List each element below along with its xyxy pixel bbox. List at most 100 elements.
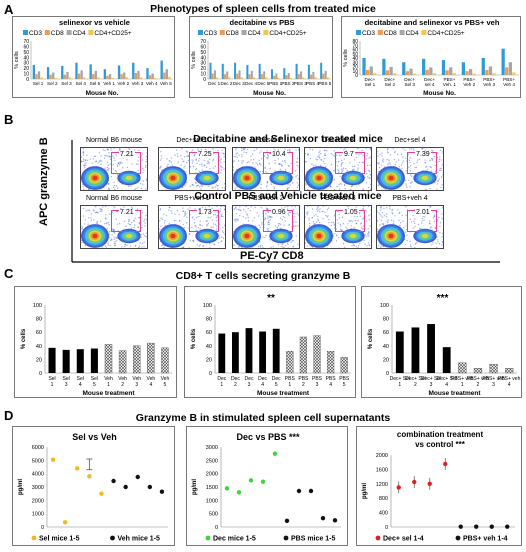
flow-density-contour bbox=[388, 176, 393, 180]
flow-event bbox=[159, 248, 160, 249]
flow-event bbox=[181, 148, 182, 149]
y-tick-label: 4000 bbox=[32, 472, 44, 478]
y-tick-label: 2500 bbox=[206, 458, 218, 464]
flow-event bbox=[142, 168, 143, 169]
flow-event bbox=[147, 208, 148, 209]
y-tick-label: 100 bbox=[380, 303, 389, 309]
flow-event bbox=[186, 182, 187, 183]
flow-event bbox=[109, 248, 110, 249]
flow-plot: 0.96 bbox=[232, 205, 300, 249]
y-tick-label: 0 bbox=[386, 371, 389, 377]
x-tick-label: 1 bbox=[107, 382, 110, 388]
flow-event bbox=[443, 181, 444, 182]
flow-event bbox=[167, 166, 168, 167]
significance-label: *** bbox=[437, 293, 449, 304]
flow-event bbox=[266, 207, 267, 208]
flow-event bbox=[145, 222, 146, 223]
flow-event bbox=[341, 248, 342, 249]
y-axis-label: pg/ml bbox=[192, 479, 198, 495]
flow-event bbox=[298, 185, 299, 186]
flow-event bbox=[443, 182, 444, 183]
flow-event bbox=[344, 185, 345, 186]
flow-event bbox=[297, 175, 298, 176]
bar-PBS 3 bbox=[314, 336, 321, 373]
flow-density-contour bbox=[350, 176, 357, 180]
flow-event bbox=[100, 160, 101, 161]
bar-Sel 3 bbox=[63, 350, 70, 373]
flow-plot-label: PBS+veh 2 bbox=[226, 195, 306, 202]
flow-event bbox=[83, 208, 84, 209]
flow-event bbox=[397, 154, 398, 155]
flow-event bbox=[213, 243, 214, 244]
legend-marker bbox=[32, 536, 37, 541]
flow-event bbox=[361, 150, 362, 151]
flow-event bbox=[176, 149, 177, 150]
flow-event bbox=[141, 188, 142, 189]
flow-event bbox=[104, 168, 105, 169]
flow-event bbox=[107, 155, 108, 156]
flow-event bbox=[105, 214, 106, 215]
bar-Veh 4 bbox=[147, 343, 154, 373]
flow-event bbox=[306, 245, 307, 246]
flow-event bbox=[111, 238, 112, 239]
flow-event bbox=[440, 187, 441, 188]
flow-event bbox=[169, 207, 170, 208]
data-point-Veh mice 1-5 bbox=[160, 489, 164, 493]
flow-event bbox=[164, 220, 165, 221]
flow-event bbox=[311, 163, 312, 164]
flow-event bbox=[182, 247, 183, 248]
flow-event bbox=[305, 161, 306, 162]
flow-event bbox=[363, 206, 364, 207]
flow-event bbox=[247, 149, 248, 150]
legend-marker bbox=[376, 536, 381, 541]
flow-event bbox=[146, 156, 147, 157]
flow-event bbox=[123, 207, 124, 208]
data-point-Veh mice 1-5 bbox=[148, 485, 152, 489]
y-tick-label: 500 bbox=[209, 512, 218, 518]
flow-event bbox=[250, 206, 251, 207]
flow-event bbox=[292, 182, 293, 183]
x-tick-label: 2 bbox=[234, 382, 237, 388]
flow-event bbox=[160, 226, 161, 227]
flow-event bbox=[114, 238, 115, 239]
flow-event bbox=[223, 168, 224, 169]
data-point-Sel mice 1-5 bbox=[63, 520, 67, 524]
flow-event bbox=[276, 190, 277, 191]
flow-event bbox=[377, 211, 378, 212]
flow-event bbox=[86, 210, 87, 211]
flow-event bbox=[334, 189, 335, 190]
flow-event bbox=[86, 155, 87, 156]
flow-event bbox=[332, 154, 333, 155]
flow-event bbox=[221, 169, 222, 170]
flow-plot-label: Dec+sel 1 bbox=[152, 137, 232, 144]
flow-plot: 7.21 bbox=[80, 205, 148, 249]
flow-event bbox=[115, 190, 116, 191]
flow-event bbox=[366, 155, 367, 156]
flow-event bbox=[141, 210, 142, 211]
data-point-PBS+ veh 1-4 bbox=[490, 524, 494, 528]
flow-event bbox=[160, 151, 161, 152]
flow-event bbox=[163, 247, 164, 248]
flow-event bbox=[310, 158, 311, 159]
flow-event bbox=[377, 151, 378, 152]
flow-event bbox=[109, 213, 110, 214]
flow-event bbox=[160, 208, 161, 209]
legend-label: Dec mice 1-5 bbox=[213, 536, 256, 543]
flow-event bbox=[395, 151, 396, 152]
flow-event bbox=[365, 234, 366, 235]
y-tick-label: 0 bbox=[209, 371, 212, 377]
flow-event bbox=[245, 211, 246, 212]
flow-event bbox=[238, 219, 239, 220]
flow-event bbox=[398, 220, 399, 221]
flow-event bbox=[406, 240, 407, 241]
flow-event bbox=[401, 154, 402, 155]
flow-event bbox=[409, 241, 410, 242]
flow-event bbox=[140, 183, 141, 184]
flow-event bbox=[201, 186, 202, 187]
flow-event bbox=[124, 244, 125, 245]
y-tick-label: 1600 bbox=[376, 467, 388, 473]
flow-event bbox=[236, 219, 237, 220]
flow-event bbox=[208, 186, 209, 187]
flow-event bbox=[386, 213, 387, 214]
